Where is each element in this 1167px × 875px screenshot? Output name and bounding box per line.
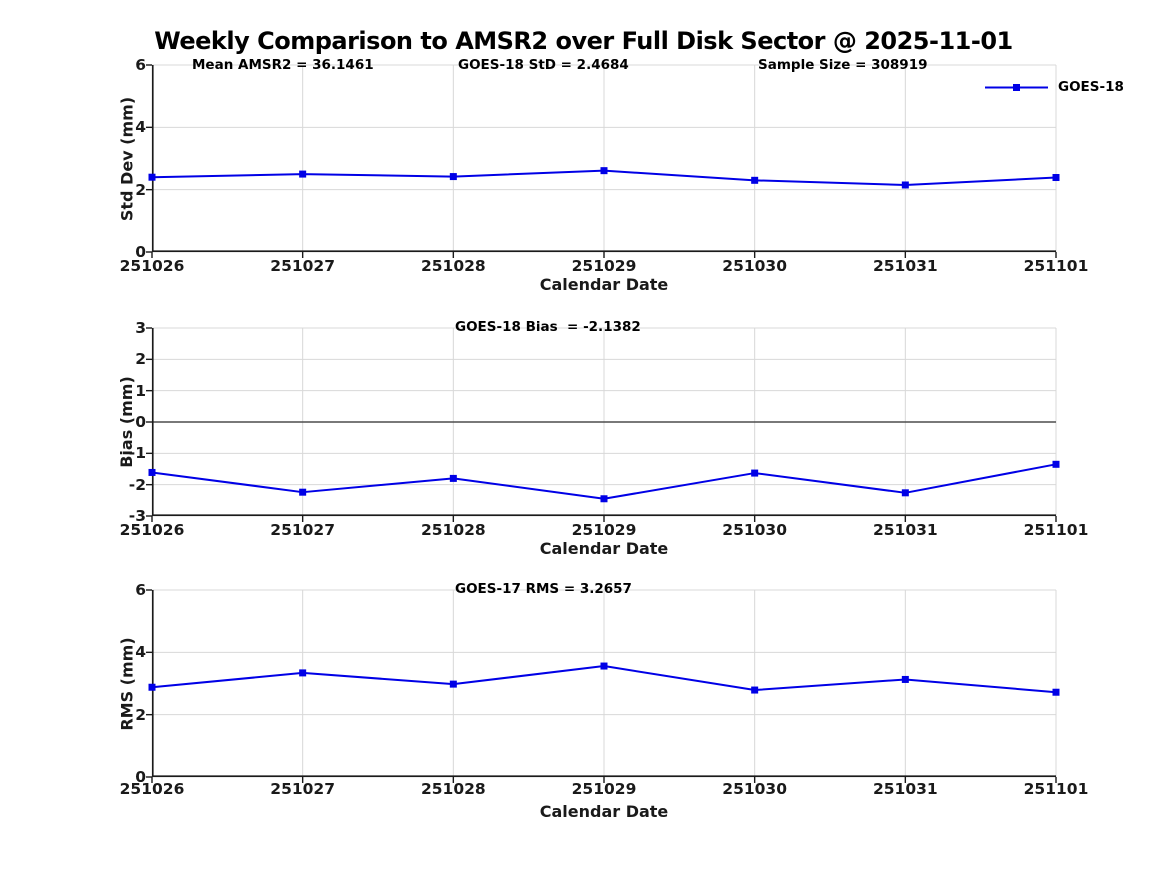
y-tick-label: 0 bbox=[135, 243, 146, 261]
x-tick-label: 251028 bbox=[420, 521, 486, 539]
data-point-marker bbox=[751, 176, 759, 184]
stat-annotation: GOES-18 StD = 2.4684 bbox=[458, 57, 629, 73]
x-tick-label: 251027 bbox=[270, 257, 336, 275]
x-axis-label: Calendar Date bbox=[539, 539, 669, 558]
legend-line-sample bbox=[985, 83, 1048, 91]
legend-label: GOES-18 bbox=[1058, 79, 1124, 95]
data-point-marker bbox=[901, 181, 909, 189]
x-tick-label: 251026 bbox=[119, 780, 185, 798]
data-point-marker bbox=[600, 495, 608, 503]
data-point-marker bbox=[449, 474, 457, 482]
x-tick-label: 251031 bbox=[872, 521, 938, 539]
x-tick-label: 251030 bbox=[722, 780, 788, 798]
x-tick-label: 251029 bbox=[571, 257, 637, 275]
y-tick-label: 4 bbox=[135, 643, 146, 662]
data-point-marker bbox=[449, 680, 457, 688]
y-tick-label: 0 bbox=[135, 413, 146, 431]
stat-annotation: GOES-18 Bias = -2.1382 bbox=[455, 319, 641, 335]
y-tick-label: 2 bbox=[135, 705, 146, 724]
subplot-2-canvas bbox=[146, 327, 1060, 522]
subplot-1-canvas bbox=[146, 64, 1060, 258]
subplot-3-canvas bbox=[146, 589, 1060, 783]
data-point-marker bbox=[449, 173, 457, 181]
x-tick-label: 251027 bbox=[270, 780, 336, 798]
data-point-marker bbox=[901, 675, 909, 683]
figure-title: Weekly Comparison to AMSR2 over Full Dis… bbox=[154, 27, 1013, 55]
y-tick-label: 2 bbox=[135, 350, 146, 369]
x-tick-label: 251031 bbox=[872, 780, 938, 798]
data-point-marker bbox=[299, 669, 307, 677]
y-tick-label: 4 bbox=[135, 118, 146, 137]
data-point-marker bbox=[1052, 174, 1060, 182]
y-axis-label: RMS (mm) bbox=[117, 636, 136, 731]
data-point-marker bbox=[600, 167, 608, 175]
data-point-marker bbox=[148, 173, 156, 181]
y-tick-label: 3 bbox=[135, 319, 146, 337]
x-tick-label: 251026 bbox=[119, 521, 185, 539]
x-tick-label: 251029 bbox=[571, 780, 637, 798]
data-point-marker bbox=[901, 489, 909, 497]
y-tick-label: 1 bbox=[135, 381, 146, 400]
y-axis-label: Std Dev (mm) bbox=[117, 96, 136, 221]
x-tick-label: 251030 bbox=[722, 521, 788, 539]
y-tick-label: -3 bbox=[128, 507, 146, 525]
x-tick-label: 251027 bbox=[270, 521, 336, 539]
y-tick-label: -1 bbox=[128, 444, 146, 463]
x-tick-label: 251028 bbox=[420, 780, 486, 798]
data-point-marker bbox=[751, 469, 759, 477]
y-tick-label: 2 bbox=[135, 180, 146, 199]
data-point-marker bbox=[148, 683, 156, 691]
x-tick-label: 251029 bbox=[571, 521, 637, 539]
x-axis-label: Calendar Date bbox=[539, 275, 669, 294]
data-point-marker bbox=[148, 468, 156, 476]
data-point-marker bbox=[600, 662, 608, 670]
y-tick-label: 6 bbox=[135, 56, 146, 74]
stat-annotation: Sample Size = 308919 bbox=[758, 57, 928, 73]
x-tick-label: 251026 bbox=[119, 257, 185, 275]
stat-annotation: GOES-17 RMS = 3.2657 bbox=[455, 581, 632, 597]
x-tick-label: 251101 bbox=[1023, 780, 1089, 798]
data-point-marker bbox=[299, 488, 307, 496]
y-tick-label: -2 bbox=[128, 475, 146, 494]
x-tick-label: 251101 bbox=[1023, 257, 1089, 275]
data-point-marker bbox=[1052, 460, 1060, 468]
x-axis-label: Calendar Date bbox=[539, 802, 669, 821]
legend-marker-icon bbox=[1013, 83, 1020, 91]
x-tick-label: 251031 bbox=[872, 257, 938, 275]
x-tick-label: 251030 bbox=[722, 257, 788, 275]
data-point-marker bbox=[299, 170, 307, 178]
x-tick-label: 251028 bbox=[420, 257, 486, 275]
x-tick-label: 251101 bbox=[1023, 521, 1089, 539]
stat-annotation: Mean AMSR2 = 36.1461 bbox=[192, 57, 374, 73]
data-point-marker bbox=[1052, 688, 1060, 696]
data-point-marker bbox=[751, 686, 759, 694]
y-tick-label: 6 bbox=[135, 581, 146, 599]
y-tick-label: 0 bbox=[135, 768, 146, 786]
legend: GOES-18 bbox=[985, 79, 1124, 95]
